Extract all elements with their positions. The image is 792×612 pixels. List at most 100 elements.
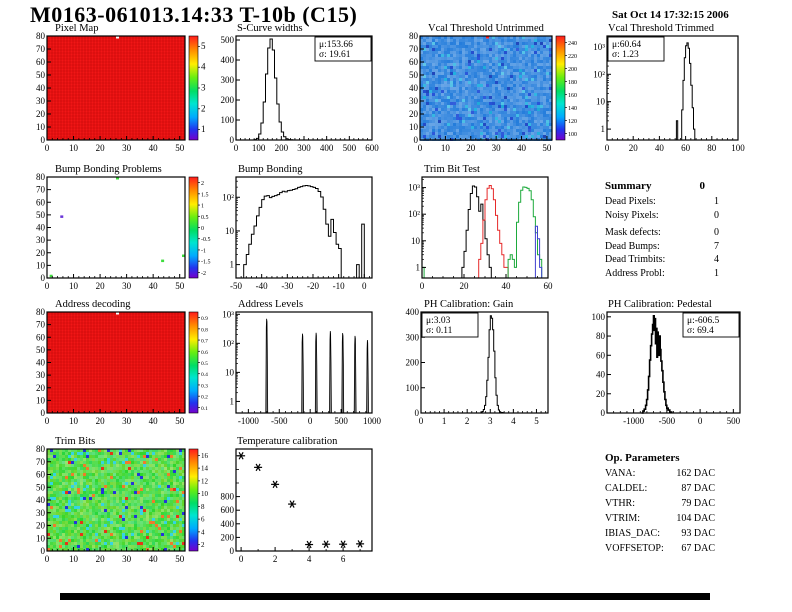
temp-calibration-scatter: 0 2 4 6 0 200 400 600 800 xyxy=(221,448,373,564)
svg-text:5: 5 xyxy=(534,416,539,426)
svg-text:4: 4 xyxy=(201,528,205,536)
op-parameter-value: 87 DAC xyxy=(681,483,715,494)
svg-text:800: 800 xyxy=(221,492,235,502)
vcal-trimmed-histogram: 0 20 40 60 80 100 1 10 10² 10³ μ:60.64σ: 1.23 xyxy=(593,35,745,153)
svg-text:0.6: 0.6 xyxy=(201,350,208,356)
svg-text:400: 400 xyxy=(221,55,235,65)
summary-row-label: Mask defects: xyxy=(605,227,661,238)
vcal-untrimmed-heatmap: 0 10 20 30 40 50 0 10 20 30 40 50 60 70 80 240 220 200 180… xyxy=(409,31,577,153)
svg-text:3: 3 xyxy=(488,416,493,426)
svg-text:30: 30 xyxy=(122,416,132,426)
bump-problems-heatmap: 0 10 20 30 40 50 0 10 20 30 40 50 60 70 80 2 1.5 1 0.5 0 -0.… xyxy=(36,172,211,291)
svg-text:μ:60.64: μ:60.64 xyxy=(612,40,641,50)
chart-title-vcal-trimmed: Vcal Threshold Trimmed xyxy=(608,23,714,34)
trim-bits-heatmap: 0 10 20 30 40 50 0 10 20 30 40 50 60 70 80 16 14 12 10 8 6 4 2 xyxy=(36,444,209,564)
svg-text:10: 10 xyxy=(596,97,606,107)
svg-text:20: 20 xyxy=(596,389,606,399)
svg-text:70: 70 xyxy=(36,457,46,467)
svg-text:1: 1 xyxy=(230,260,235,270)
svg-text:80: 80 xyxy=(707,143,717,153)
svg-text:0: 0 xyxy=(41,546,46,556)
svg-text:60: 60 xyxy=(544,281,554,291)
svg-text:1: 1 xyxy=(201,124,206,134)
summary-row: Address Probl: 1 xyxy=(605,267,745,281)
chart-title-scurve-widths: S-Curve widths xyxy=(237,23,303,34)
svg-text:400: 400 xyxy=(320,143,334,153)
svg-text:50: 50 xyxy=(36,482,46,492)
svg-text:10: 10 xyxy=(441,143,451,153)
svg-text:5: 5 xyxy=(201,41,206,51)
svg-text:50: 50 xyxy=(175,143,185,153)
svg-text:40: 40 xyxy=(149,281,159,291)
summary-row: Dead Trimbits: 4 xyxy=(605,253,745,267)
svg-text:10: 10 xyxy=(201,490,209,498)
svg-text:0.7: 0.7 xyxy=(201,339,208,345)
svg-text:20: 20 xyxy=(96,281,106,291)
svg-text:10²: 10² xyxy=(222,192,234,202)
svg-text:0.3: 0.3 xyxy=(201,383,208,389)
svg-text:1: 1 xyxy=(442,416,447,426)
svg-text:160: 160 xyxy=(568,93,577,99)
svg-text:0: 0 xyxy=(45,281,50,291)
svg-text:50: 50 xyxy=(175,416,185,426)
svg-text:μ:3.03: μ:3.03 xyxy=(426,316,451,326)
svg-text:10: 10 xyxy=(69,143,79,153)
op-parameter-value: 67 DAC xyxy=(681,543,715,554)
address-decoding-heatmap: 0 10 20 30 40 50 0 10 20 30 40 50 60 70 80 0.9 0.8 0.7 0.6… xyxy=(36,307,208,426)
address-levels-histogram: -1000 -500 0 500 1000 1 10 10² 10³ xyxy=(222,309,381,426)
svg-text:60: 60 xyxy=(36,197,46,207)
svg-text:1.5: 1.5 xyxy=(201,192,209,198)
svg-text:10: 10 xyxy=(36,260,46,270)
svg-text:500: 500 xyxy=(334,416,348,426)
svg-text:-0.5: -0.5 xyxy=(201,237,211,243)
svg-text:30: 30 xyxy=(492,143,502,153)
svg-text:-500: -500 xyxy=(659,416,676,426)
svg-text:0.2: 0.2 xyxy=(201,395,208,401)
svg-text:30: 30 xyxy=(36,508,46,518)
svg-text:0: 0 xyxy=(698,416,703,426)
svg-text:40: 40 xyxy=(36,83,46,93)
svg-text:80: 80 xyxy=(36,172,46,182)
svg-text:40: 40 xyxy=(596,370,606,380)
svg-text:200: 200 xyxy=(406,358,420,368)
op-parameter-row: CALDEL: 87 DAC xyxy=(605,481,745,496)
svg-text:40: 40 xyxy=(517,143,527,153)
svg-text:30: 30 xyxy=(122,143,132,153)
chart-title-address-decoding: Address decoding xyxy=(55,299,131,310)
svg-text:240: 240 xyxy=(568,41,577,47)
summary-header: Summary 0 xyxy=(605,180,745,192)
svg-text:50: 50 xyxy=(36,70,46,80)
svg-text:0: 0 xyxy=(308,416,313,426)
svg-text:400: 400 xyxy=(406,307,420,317)
svg-text:0: 0 xyxy=(230,135,235,145)
svg-text:40: 40 xyxy=(502,281,512,291)
svg-text:600: 600 xyxy=(221,505,235,515)
op-parameter-row: VOFFSETOP: 67 DAC xyxy=(605,541,745,556)
svg-text:20: 20 xyxy=(36,383,46,393)
op-parameter-row: VTHR: 79 DAC xyxy=(605,496,745,511)
op-parameter-label: VOFFSETOP: xyxy=(605,543,664,554)
svg-text:-1000: -1000 xyxy=(238,416,259,426)
summary-row: Mask defects: 0 xyxy=(605,226,745,240)
svg-text:70: 70 xyxy=(36,320,46,330)
chart-title-pixel-map: Pixel Map xyxy=(55,23,99,34)
summary-row-value: 1 xyxy=(714,196,719,207)
svg-text:20: 20 xyxy=(460,281,470,291)
summary-row-value: 7 xyxy=(714,240,719,252)
op-parameter-label: IBIAS_DAC: xyxy=(605,528,661,539)
chart-title-trim-bit-test: Trim Bit Test xyxy=(424,164,480,175)
svg-text:μ:153.66: μ:153.66 xyxy=(319,40,353,50)
chart-title-bump-bonding: Bump Bonding xyxy=(238,164,303,175)
svg-text:0: 0 xyxy=(601,408,606,418)
summary-row-label: Dead Bumps: xyxy=(605,240,660,252)
summary-row-value: 0 xyxy=(714,209,719,221)
svg-text:100: 100 xyxy=(221,115,235,125)
svg-text:70: 70 xyxy=(409,44,419,54)
svg-text:0: 0 xyxy=(362,281,367,291)
svg-text:30: 30 xyxy=(122,281,132,291)
svg-text:-500: -500 xyxy=(271,416,288,426)
svg-text:16: 16 xyxy=(201,452,209,460)
svg-text:10: 10 xyxy=(409,122,419,132)
svg-text:3: 3 xyxy=(201,83,206,93)
svg-text:2: 2 xyxy=(201,103,206,113)
